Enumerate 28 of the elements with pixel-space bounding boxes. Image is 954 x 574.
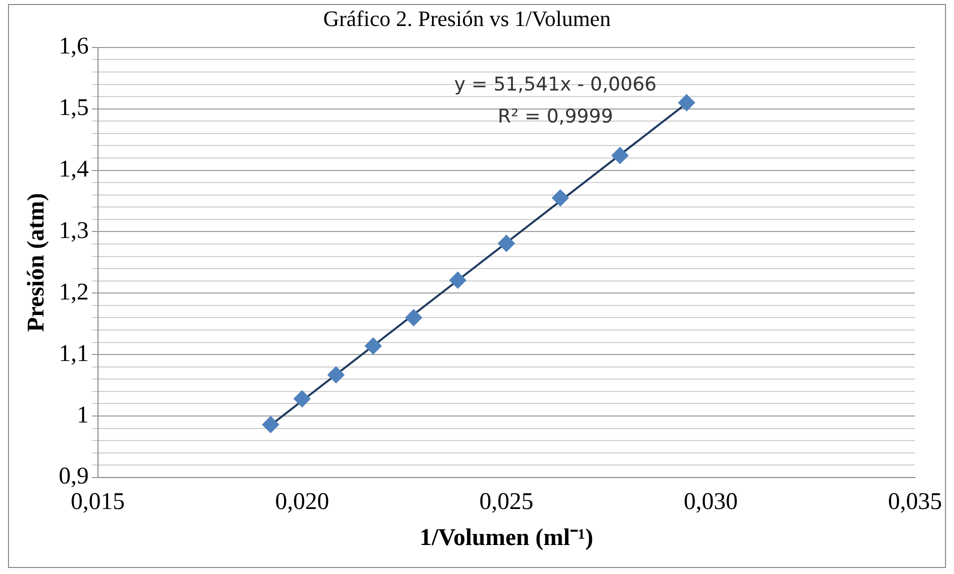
y-tick-label: 1,6 (58, 34, 89, 60)
x-tick-label: 0,035 (888, 489, 942, 516)
point (364, 337, 382, 354)
x-tick-label: 0,020 (275, 489, 330, 516)
y-tick-label: 0,9 (58, 464, 89, 490)
point (498, 234, 515, 252)
x-tick-label: 0,015 (70, 489, 125, 516)
point (552, 189, 569, 206)
x-tick-label: 0,025 (479, 489, 534, 516)
y-tick-label: 1,1 (58, 340, 89, 367)
point (262, 416, 280, 434)
point (328, 366, 345, 384)
y-tick-label: 1,4 (58, 156, 89, 183)
annotation: R² = 0,9999 (498, 105, 614, 128)
y-tick-label: 1 (76, 402, 89, 428)
x-tick-label: 0,030 (684, 489, 738, 516)
y-axis-title: Presión (atm) (24, 192, 50, 332)
y-tick-label: 1,3 (58, 218, 89, 244)
x-axis-title: 1/Volumen (ml⁻¹) (420, 524, 594, 551)
point (449, 272, 466, 289)
y-tick-label: 1,5 (58, 95, 89, 122)
point (611, 147, 628, 164)
y-tick-label: 1,2 (58, 279, 89, 306)
point (294, 390, 311, 408)
chart-title: Gráfico 2. Presión vs 1/Volumen (323, 6, 611, 31)
point (678, 94, 696, 112)
point (405, 309, 422, 326)
annotation: y = 51,541x - 0,0066 (454, 73, 657, 96)
